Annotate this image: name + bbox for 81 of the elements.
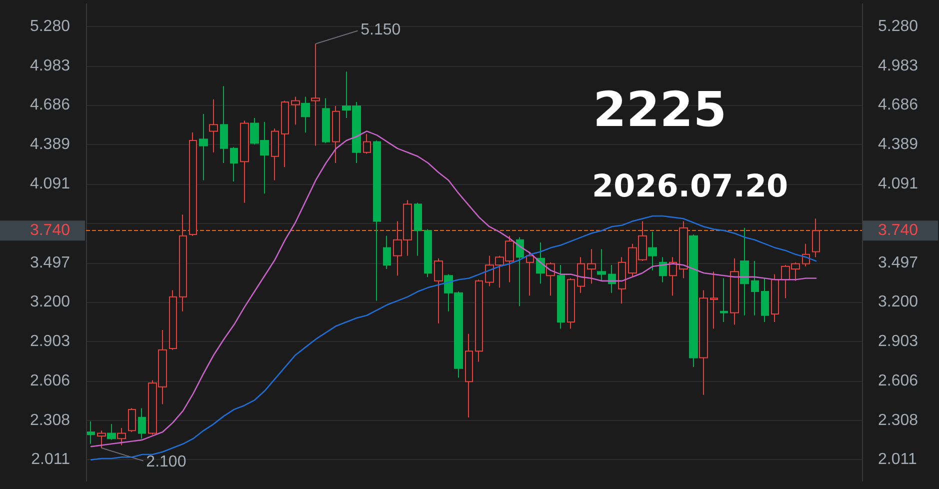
candlestick [209, 98, 218, 153]
candlestick [128, 408, 136, 432]
candlestick [730, 258, 739, 326]
candlestick [383, 235, 391, 270]
candlestick [710, 271, 718, 330]
candlestick [230, 146, 238, 182]
candlestick [311, 43, 320, 146]
candlestick [475, 279, 483, 362]
candlestick [751, 260, 759, 316]
y-tick-label: 4.983 [30, 57, 70, 74]
candlestick [373, 140, 381, 302]
y-tick-label: 2.606 [30, 372, 70, 390]
candlestick [189, 132, 197, 236]
y-tick-label: 2.308 [30, 412, 70, 429]
candlestick [587, 248, 596, 284]
y-tick-label: 3.200 [30, 294, 70, 311]
candlestick [526, 251, 534, 296]
candlestick [87, 420, 95, 444]
candlestick [771, 274, 779, 322]
candlestick [138, 408, 146, 440]
candlestick [414, 202, 422, 256]
candlestick [567, 278, 575, 330]
candlestick [699, 290, 708, 396]
y-tick-label: 4.686 [30, 96, 70, 114]
candlestick [281, 100, 289, 168]
y-tick-label: 2.903 [30, 332, 70, 350]
annotation: 5.150 [360, 21, 401, 38]
y-tick-label: 4.389 [30, 136, 70, 154]
text: 2225 [593, 82, 727, 138]
candlestick [434, 258, 443, 324]
candlestick [97, 430, 106, 448]
candlestick [363, 133, 371, 154]
y2-tick-label: 5.280 [878, 18, 918, 36]
candlestick [557, 264, 565, 330]
candlestick [179, 214, 187, 312]
candlestick [812, 218, 820, 258]
y2-tick-label: 2.903 [878, 332, 918, 350]
candlestick [516, 236, 524, 307]
y2-tick-label: 4.983 [878, 57, 918, 74]
candlestick [689, 234, 698, 368]
y-tick-label: 5.280 [30, 18, 70, 36]
y-tick-label: 2.011 [31, 451, 70, 468]
ref-line-label: 3.740 [878, 222, 918, 240]
candlestick [240, 120, 249, 204]
candlestick [659, 256, 667, 283]
candlestick [424, 228, 432, 278]
candlestick [107, 424, 116, 440]
candlestick [618, 256, 626, 304]
candlestick [117, 428, 126, 446]
candlestick [169, 290, 177, 350]
y2-tick-label: 4.091 [878, 176, 918, 193]
candlestick [301, 96, 310, 134]
y2-tick-label: 3.200 [878, 294, 918, 311]
y2-tick-label: 2.606 [878, 372, 918, 390]
y2-tick-label: 2.011 [878, 451, 917, 468]
candlestick [720, 278, 728, 322]
y2-tick-label: 4.686 [878, 96, 918, 114]
candlestick [669, 256, 677, 296]
candlestick [740, 227, 749, 316]
candlestick [761, 278, 769, 322]
candlestick [220, 86, 228, 164]
text: 2026.07.20 [592, 168, 788, 204]
y2-tick-label: 4.389 [878, 136, 918, 154]
y-tick-label: 3.497 [30, 254, 70, 272]
candlestick [608, 264, 616, 294]
candlestick [577, 256, 585, 294]
candlestick [332, 106, 340, 164]
candlestick [199, 113, 208, 181]
candlestick [597, 248, 606, 282]
candlestick [465, 333, 473, 418]
y-tick-label: 4.091 [30, 176, 70, 193]
line-series [90, 130, 817, 448]
text: 3.740 [30, 222, 70, 240]
candlestick [291, 96, 300, 126]
candlestick [679, 220, 688, 279]
annotation: 2.100 [146, 453, 186, 470]
y2-tick-label: 3.497 [878, 254, 918, 272]
y2-tick-label: 2.308 [878, 412, 918, 429]
candlestick [648, 231, 657, 271]
candlestick [322, 98, 330, 144]
candlestick [271, 128, 279, 181]
